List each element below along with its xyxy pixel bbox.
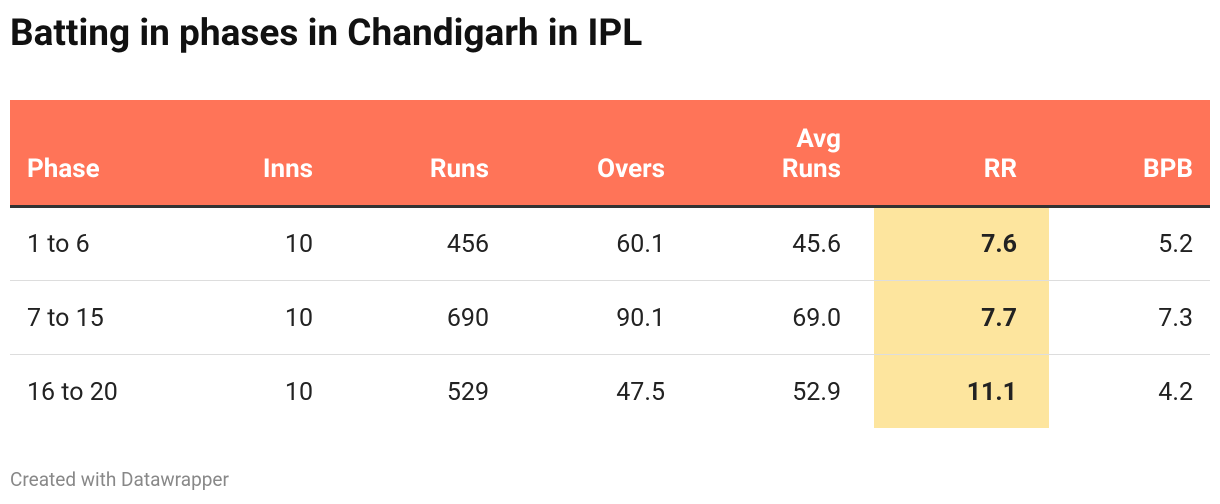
header-band [10, 100, 1210, 206]
table-cell: 90.1 [616, 303, 665, 333]
row-separator [10, 354, 1210, 355]
table-cell: 47.5 [616, 377, 665, 407]
table-cell: 7.3 [1158, 303, 1193, 333]
table-cell: 52.9 [792, 377, 841, 407]
table-cell: 7.7 [981, 303, 1017, 333]
table-cell: 45.6 [792, 229, 841, 259]
table-cell: 7.6 [981, 229, 1017, 259]
column-header: BPB [1143, 154, 1193, 184]
footer-credit: Created with Datawrapper [10, 468, 229, 491]
column-header: Runs [429, 154, 489, 184]
table-cell: 60.1 [616, 229, 665, 259]
table-cell: 10 [284, 303, 313, 333]
table-cell: 10 [284, 377, 313, 407]
table-cell: 69.0 [792, 303, 841, 333]
row-separator [10, 280, 1210, 281]
table-cell: 4.2 [1158, 377, 1193, 407]
table-cell: 529 [446, 377, 489, 407]
table-cell: 11.1 [966, 377, 1017, 407]
column-header: RR [983, 154, 1017, 184]
table-cell: 5.2 [1158, 229, 1193, 259]
header-rule [10, 205, 1210, 208]
table-cell: 456 [446, 229, 489, 259]
table-cell: 1 to 6 [27, 229, 90, 259]
column-header: Inns [262, 154, 313, 184]
table-cell: 16 to 20 [27, 377, 118, 407]
table-cell: 690 [446, 303, 489, 333]
table-cell: 10 [284, 229, 313, 259]
column-header: Phase [27, 154, 100, 184]
column-header: Avg Runs [781, 124, 841, 184]
column-highlight [874, 208, 1049, 428]
table-cell: 7 to 15 [27, 303, 104, 333]
table-title: Batting in phases in Chandigarh in IPL [10, 12, 643, 55]
column-header: Overs [597, 154, 665, 184]
